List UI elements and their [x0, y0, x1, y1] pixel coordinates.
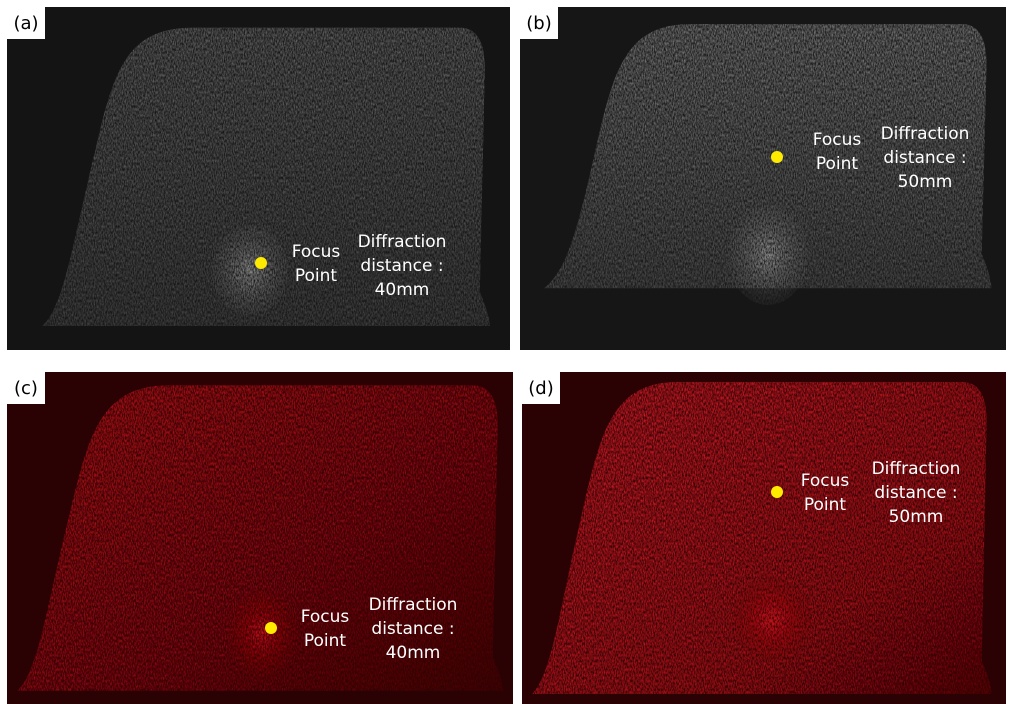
focus-dot [255, 257, 267, 269]
panel: (a) Focus Point Diffraction distance : 40mm [7, 7, 510, 350]
hologram-bulb [212, 225, 288, 315]
diffraction-label: distance : [371, 619, 454, 639]
focus-dot [265, 622, 277, 634]
diffraction-label: Diffraction [872, 459, 961, 479]
focus-dot [771, 486, 783, 498]
focus-label: Focus [801, 471, 850, 491]
panel-label: (a) [13, 13, 38, 34]
focus-label: Point [816, 154, 859, 174]
diffraction-label: Diffraction [881, 124, 970, 144]
focus-label: Focus [813, 130, 862, 150]
panel-label: (b) [526, 13, 551, 34]
panel-label: (c) [14, 378, 38, 399]
diffraction-label: 40mm [375, 280, 430, 300]
diffraction-label: 50mm [898, 172, 953, 192]
figure: (a) Focus Point Diffraction distance : 40mm (b… [0, 0, 1012, 704]
focus-label: Point [295, 266, 338, 286]
diffraction-label: 50mm [889, 507, 944, 527]
focus-label: Focus [301, 607, 350, 627]
focus-dot [771, 151, 783, 163]
panel: (b) Focus Point Diffraction distance : 50mm [520, 7, 1006, 350]
diffraction-label: distance : [883, 148, 966, 168]
diffraction-label: Diffraction [369, 595, 458, 615]
hologram-bulb [732, 578, 812, 662]
focus-label: Point [804, 495, 847, 515]
panel-label: (d) [528, 378, 553, 399]
hologram-bulb [226, 588, 298, 678]
focus-label: Point [304, 631, 347, 651]
diffraction-label: 40mm [386, 643, 441, 663]
panel: (d) Focus Point Diffraction distance : 50mm [522, 372, 1006, 704]
diffraction-label: distance : [360, 256, 443, 276]
focus-label: Focus [292, 242, 341, 262]
diffraction-label: Diffraction [358, 232, 447, 252]
hologram-bulb [728, 205, 808, 305]
diffraction-label: distance : [874, 483, 957, 503]
panel: (c) Focus Point Diffraction distance : 40mm [7, 372, 513, 704]
